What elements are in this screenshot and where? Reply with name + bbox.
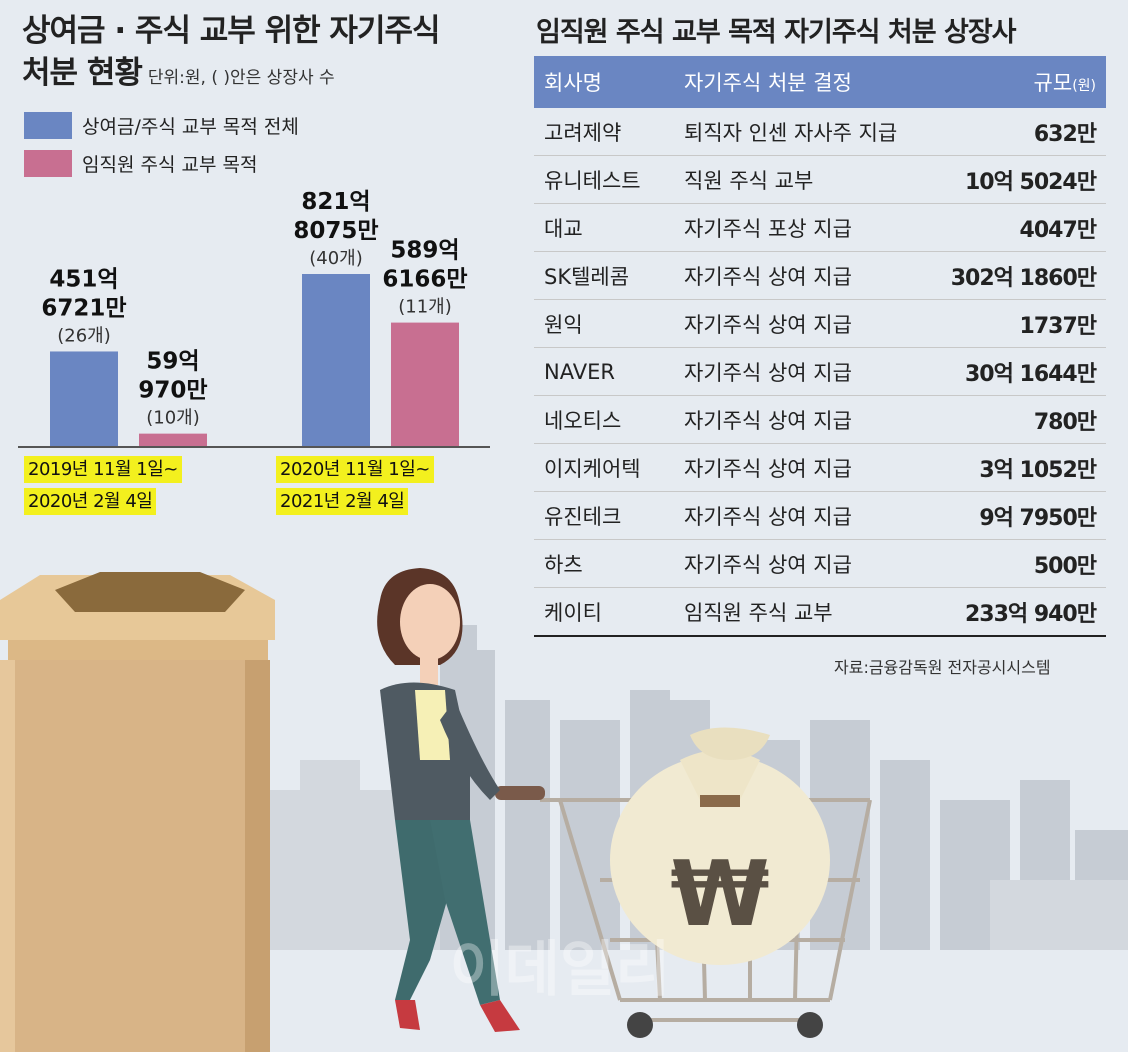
cell-company: NAVER (534, 347, 674, 396)
bar-value-label: 8075만 (293, 218, 378, 244)
table-row: 네오티스 자기주식 상여 지급 780만 (534, 395, 1106, 444)
cell-amount: 30억 1644만 (916, 347, 1106, 396)
bar-value-label: 970만 (138, 378, 207, 404)
cell-decision: 자기주식 상여 지급 (674, 491, 916, 540)
chart-title-line2: 처분 현황 단위:원, ( )안은 상장사 수 (22, 52, 502, 99)
cell-company: 하츠 (534, 539, 674, 588)
company-table: 회사명 자기주식 처분 결정 규모(원) 고려제약 퇴직자 인센 자사주 지급 63… (534, 56, 1106, 637)
legend-swatch-employee (24, 149, 72, 177)
table-row: 이지케어텍 자기주식 상여 지급 3억 1052만 (534, 443, 1106, 492)
legend-item-employee: 임직원 주식 교부 목적 (24, 144, 299, 182)
bar-count-label: (26개) (57, 325, 111, 346)
cell-decision: 퇴직자 인센 자사주 지급 (674, 108, 916, 156)
bar-chart: (26개) 6721만 451억 (10개) 970만 59억 (40개) 8075만 821억… (18, 189, 490, 448)
cell-decision: 자기주식 상여 지급 (674, 299, 916, 348)
cell-amount: 4047만 (916, 203, 1106, 252)
period-label-1: 2019년 11월 1일~ 2020년 2월 4일 (24, 456, 182, 520)
period-1-line2: 2020년 2월 4일 (24, 488, 157, 515)
header-company: 회사명 (534, 56, 674, 108)
chart-title-line1: 상여금 · 주식 교부 위한 자기주식 (22, 13, 441, 49)
cell-decision: 자기주식 상여 지급 (674, 539, 916, 588)
cell-amount: 10억 5024만 (916, 155, 1106, 204)
period-label-2: 2020년 11월 1일~ 2021년 2월 4일 (276, 456, 434, 520)
bar-value-label: 451억 (49, 266, 118, 292)
cell-decision: 자기주식 상여 지급 (674, 443, 916, 492)
bar-value-label: 589억 (390, 238, 459, 264)
table-row: 케이티 임직원 주식 교부 233억 940만 (534, 587, 1106, 637)
bar-employee-2 (391, 322, 459, 446)
cell-amount: 302억 1860만 (916, 251, 1106, 300)
table-row: NAVER 자기주식 상여 지급 30억 1644만 (534, 347, 1106, 396)
source-note: 자료:금융감독원 전자공시시스템 (834, 658, 1051, 677)
header-scale: 규모(원) (916, 56, 1106, 108)
cell-amount: 780만 (916, 395, 1106, 444)
cell-amount: 1737만 (916, 299, 1106, 348)
cell-decision: 자기주식 포상 지급 (674, 203, 916, 252)
table-row: 대교 자기주식 포상 지급 4047만 (534, 203, 1106, 252)
cell-company: 이지케어텍 (534, 443, 674, 492)
table-header-row: 회사명 자기주식 처분 결정 규모(원) (534, 56, 1106, 108)
bar-count-label: (40개) (309, 248, 363, 269)
cell-company: 대교 (534, 203, 674, 252)
cell-decision: 자기주식 상여 지급 (674, 251, 916, 300)
table-row: 유니테스트 직원 주식 교부 10억 5024만 (534, 155, 1106, 204)
period-1-line1: 2019년 11월 1일~ (24, 456, 182, 483)
header-scale-unit: (원) (1072, 78, 1096, 94)
cell-decision: 임직원 주식 교부 (674, 587, 916, 637)
table-body: 고려제약 퇴직자 인센 자사주 지급 632만 유니테스트 직원 주식 교부 10억 50… (534, 108, 1106, 637)
bar-value-label: 59억 (146, 349, 199, 375)
cell-company: 유니테스트 (534, 155, 674, 204)
cell-amount: 632만 (916, 108, 1106, 156)
table-row: 고려제약 퇴직자 인센 자사주 지급 632만 (534, 108, 1106, 156)
bar-total-2 (302, 274, 370, 446)
chart-title-line2-text: 처분 현황 (22, 55, 143, 91)
bar-count-label: (11개) (398, 297, 452, 318)
money-bag-won-icon: ₩ (610, 727, 830, 965)
period-2-line2: 2021년 2월 4일 (276, 488, 409, 515)
bar-total-1 (50, 351, 118, 446)
cell-amount: 233억 940만 (916, 587, 1106, 637)
header-decision: 자기주식 처분 결정 (674, 56, 916, 108)
legend-swatch-total (24, 111, 72, 139)
cell-amount: 500만 (916, 539, 1106, 588)
svg-text:₩: ₩ (670, 842, 769, 947)
table-row: 하츠 자기주식 상여 지급 500만 (534, 539, 1106, 588)
chart-unit: 단위:원, ( )안은 상장사 수 (147, 68, 335, 88)
cell-amount: 9억 7950만 (916, 491, 1106, 540)
watermark: 이데일리 (450, 935, 671, 1005)
chart-title: 상여금 · 주식 교부 위한 자기주식 처분 현황 단위:원, ( )안은 상장사… (22, 10, 502, 99)
legend-label-employee: 임직원 주식 교부 목적 (82, 153, 258, 176)
header-scale-label: 규모 (1033, 71, 1073, 95)
cell-company: 네오티스 (534, 395, 674, 444)
cell-amount: 3억 1052만 (916, 443, 1106, 492)
cell-decision: 직원 주식 교부 (674, 155, 916, 204)
table-row: 유진테크 자기주식 상여 지급 9억 7950만 (534, 491, 1106, 540)
table-title: 임직원 주식 교부 목적 자기주식 처분 상장사 (536, 17, 1017, 48)
bar-count-label: (10개) (146, 408, 200, 429)
cell-company: 케이티 (534, 587, 674, 637)
table-row: SK텔레콤 자기주식 상여 지급 302억 1860만 (534, 251, 1106, 300)
cell-company: 유진테크 (534, 491, 674, 540)
legend-item-total: 상여금/주식 교부 목적 전체 (24, 106, 299, 144)
bar-value-label: 821억 (301, 189, 370, 215)
cell-company: SK텔레콤 (534, 251, 674, 300)
bar-value-label: 6721만 (41, 295, 126, 321)
bar-employee-1 (139, 433, 207, 446)
bar-value-label: 6166만 (382, 267, 467, 293)
cell-decision: 자기주식 상여 지급 (674, 347, 916, 396)
period-2-line1: 2020년 11월 1일~ (276, 456, 434, 483)
cell-decision: 자기주식 상여 지급 (674, 395, 916, 444)
legend-label-total: 상여금/주식 교부 목적 전체 (82, 115, 299, 138)
chart-legend: 상여금/주식 교부 목적 전체 임직원 주식 교부 목적 (24, 106, 299, 182)
cell-company: 원익 (534, 299, 674, 348)
table-row: 원익 자기주식 상여 지급 1737만 (534, 299, 1106, 348)
cell-company: 고려제약 (534, 108, 674, 156)
